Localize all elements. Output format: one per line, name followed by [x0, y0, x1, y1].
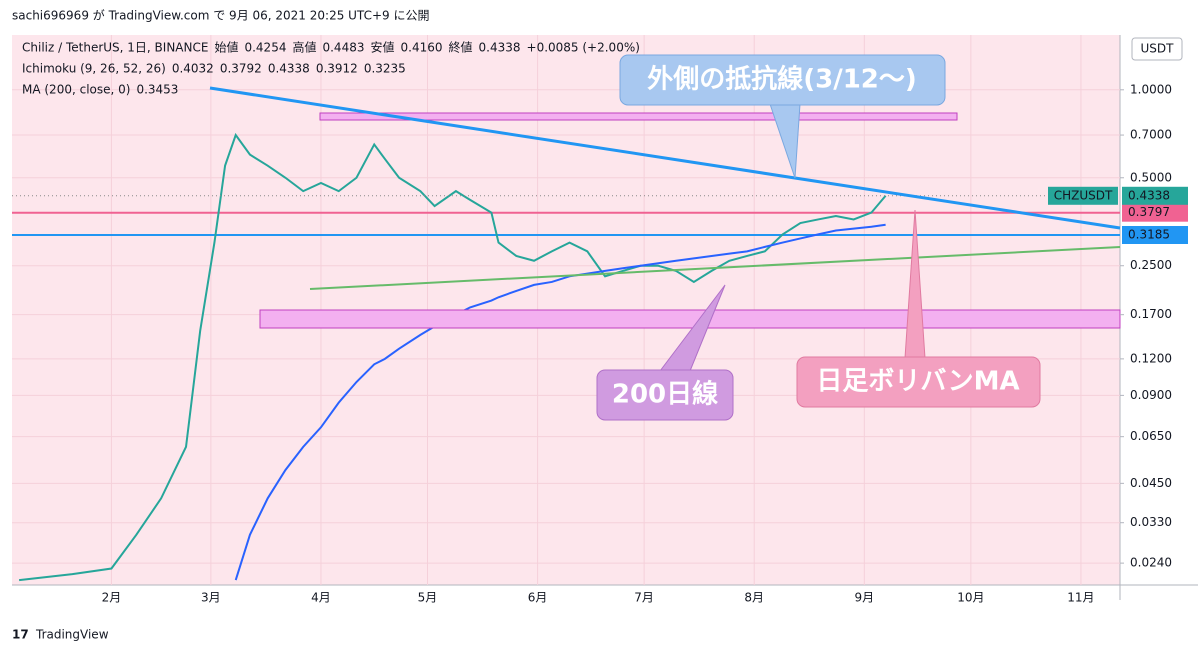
unit-box[interactable] — [1131, 37, 1183, 61]
x-tick-label: 7月 — [634, 591, 654, 605]
legend-item: 0.4254 — [244, 41, 286, 55]
symbol-tag — [1048, 186, 1118, 205]
y-tick-label: 0.0330 — [1130, 515, 1172, 529]
callout: 外側の抵抗線(3/12〜) — [619, 54, 946, 179]
footer: TradingView — [35, 628, 109, 642]
y-tick-label: 0.5000 — [1130, 170, 1172, 184]
header: sachi696969 が TradingView.com で 9月 06, 2… — [12, 8, 429, 23]
legend-item: 0.4338 — [268, 62, 310, 76]
logo: 17 — [12, 628, 29, 642]
legend-item: 0.4483 — [322, 41, 364, 55]
y-tick-label: 0.7000 — [1130, 128, 1172, 142]
annotation: 日足ボリバンMA — [816, 367, 1019, 397]
price-tag-label: 0.4338 — [1128, 188, 1170, 202]
legend-item: MA (200, close, 0) — [22, 83, 130, 97]
y-tick-label: 0.1200 — [1130, 351, 1172, 365]
callout: 200日線 — [596, 284, 734, 421]
y-tick-label: 0.0650 — [1130, 429, 1172, 443]
x-tick-label: 3月 — [201, 591, 221, 605]
trend-line — [209, 86, 1121, 230]
x-tick-label: 5月 — [418, 591, 438, 605]
x-tick-label: 10月 — [957, 591, 984, 605]
x-tick-label: 8月 — [744, 591, 764, 605]
legend-item: 0.4032 — [172, 62, 214, 76]
legend-item: 高値 — [292, 40, 316, 55]
x-tick-label: 2月 — [102, 591, 122, 605]
legend-item: 0.3235 — [364, 62, 406, 76]
y-tick-label: 0.0240 — [1130, 556, 1172, 570]
legend-item: 始値 — [214, 40, 238, 55]
legend-item: 0.3912 — [316, 62, 358, 76]
y-tick-label: 0.2500 — [1130, 258, 1172, 272]
x-tick-label: 4月 — [311, 591, 331, 605]
legend-item: Ichimoku (9, 26, 52, 26) — [22, 62, 166, 76]
price-tag-label: 0.3797 — [1128, 205, 1170, 219]
price-tag — [1122, 225, 1188, 244]
price-tag — [1122, 186, 1188, 205]
y-tick-label: 0.0900 — [1130, 388, 1172, 402]
price-tag-label: 0.3185 — [1128, 227, 1170, 241]
y-tick-label: 1.0000 — [1130, 82, 1172, 96]
zone — [319, 112, 958, 121]
annotation: 200日線 — [612, 379, 718, 410]
y-tick-label: 0.1700 — [1130, 307, 1172, 321]
series-line — [18, 132, 887, 582]
legend-value: 0.3453 — [136, 83, 178, 97]
legend-item: 安値 — [370, 40, 394, 55]
symbol-tag-label: CHZUSDT — [1054, 188, 1113, 202]
legend-item: 終値 — [449, 40, 473, 55]
y-tick-label: 0.0450 — [1130, 476, 1172, 490]
x-tick-label: 9月 — [854, 591, 874, 605]
series-line — [234, 223, 886, 581]
callout: 日足ボリバンMA — [796, 209, 1041, 408]
legend-item: 0.3792 — [220, 62, 262, 76]
zone — [259, 309, 1121, 329]
price-axis — [1120, 35, 1198, 585]
annotation: 外側の抵抗線(3/12〜) — [647, 64, 917, 95]
legend-item: Chiliz / TetherUS, 1日, BINANCE — [22, 41, 208, 55]
x-tick-label: 6月 — [528, 591, 548, 605]
legend-item: 0.4338 — [479, 41, 521, 55]
unit-label: USDT — [1141, 42, 1175, 56]
x-tick-label: 11月 — [1067, 591, 1094, 605]
trend-line — [309, 246, 1121, 290]
legend-item: 0.4160 — [401, 41, 443, 55]
price-tag — [1122, 203, 1188, 222]
legend-item: +0.0085 (+2.00%) — [527, 41, 640, 55]
